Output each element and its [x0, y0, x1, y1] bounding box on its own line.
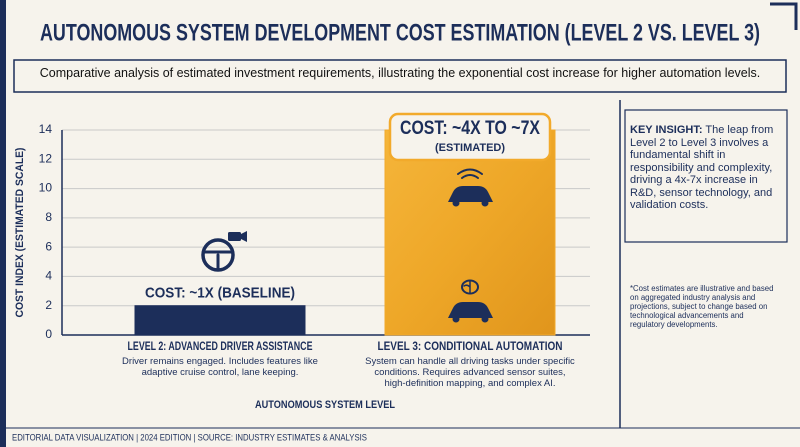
annotation: COST: ~1X (BASELINE) [145, 285, 295, 302]
y-tick-label: 14 [39, 122, 53, 136]
wheel [481, 199, 489, 207]
subtitle: Comparative analysis of estimated invest… [39, 66, 761, 80]
corner [770, 2, 798, 30]
wheel [452, 315, 460, 323]
annotation: (ESTIMATED) [435, 142, 505, 154]
insight-text: The leap from Level 2 to Level 3 involve… [630, 124, 774, 211]
insight-heading: KEY INSIGHT: [630, 124, 703, 136]
side-stripe [0, 0, 6, 447]
wheel [481, 315, 489, 323]
insight-frame [624, 109, 788, 243]
car-icon [448, 186, 493, 202]
insight: KEY INSIGHT: The leap from Level 2 to Le… [630, 124, 780, 212]
y-tick-label: 2 [45, 298, 52, 312]
marks: COST: ~1X (BASELINE) COST: ~4X TO ~7X (EST… [134, 112, 556, 336]
annotation-frame [388, 112, 552, 162]
x-axis-title: AUTONOMOUS SYSTEM LEVEL [255, 399, 395, 411]
steering-spokes [202, 250, 234, 272]
annotation: COST: ~4X TO ~7X [400, 118, 540, 139]
y-tick-label: 10 [39, 181, 53, 195]
camera-lens [241, 231, 247, 242]
x-tick-label: LEVEL 2: ADVANCED DRIVER ASSISTANCE [128, 341, 313, 353]
camera-icon [228, 232, 241, 241]
wheel [452, 199, 460, 207]
bar [384, 129, 556, 336]
icons [201, 168, 493, 323]
category-description: Driver remains engaged. Includes feature… [122, 356, 318, 378]
signal-icon [457, 168, 483, 179]
y-tick-label: 12 [39, 151, 53, 165]
footnote: *Cost estimates are illustrative and bas… [630, 284, 774, 329]
car-icon [448, 302, 493, 318]
y-tick-label: 6 [45, 239, 52, 253]
x-tick-label: LEVEL 3: CONDITIONAL AUTOMATION [378, 341, 563, 353]
footer: EDITORIAL DATA VISUALIZATION | 2024 EDIT… [12, 433, 367, 444]
y-tick-label: 8 [45, 210, 52, 224]
chart-title: AUTONOMOUS SYSTEM DEVELOPMENT COST ESTIM… [40, 19, 760, 46]
bar [134, 305, 306, 336]
subtitle-frame [13, 59, 787, 93]
y-tick-label: 0 [45, 327, 52, 341]
category-description: System can handle all driving tasks unde… [365, 356, 575, 389]
y-axis-title: COST INDEX (ESTIMATED SCALE) [14, 147, 26, 317]
y-tick-label: 4 [45, 269, 52, 283]
brain-fold [463, 280, 471, 294]
